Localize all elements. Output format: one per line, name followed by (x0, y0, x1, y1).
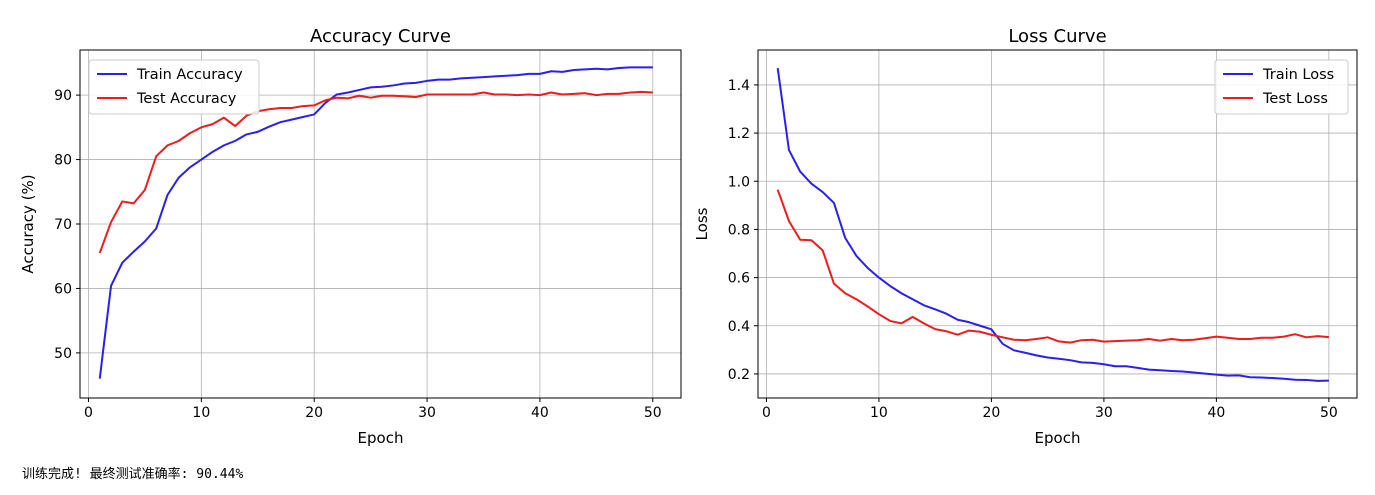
train-loss-line (776, 67, 1329, 382)
accuracy-legend-box (88, 59, 260, 115)
test-accuracy-legend-label: Test Accuracy (136, 91, 237, 107)
training-curves-figure: 0 10 20 30 40 50 50 60 70 80 90 Accuracy Curve Epoch… (19, 26, 1358, 447)
accuracy-legend: Train Accuracy Test Accuracy (88, 59, 260, 115)
loss-y-tick-label: 0.4 (728, 319, 750, 335)
train-accuracy-line (98, 66, 653, 379)
train-accuracy-legend-label: Train Accuracy (136, 67, 243, 83)
accuracy-x-tick-label: 50 (644, 405, 662, 421)
loss-legend: Train Loss Test Loss (1214, 59, 1349, 115)
loss-y-tick-label: 1.0 (728, 174, 750, 190)
accuracy-x-tick-label: 40 (531, 405, 549, 421)
loss-y-tick-label: 0.2 (728, 367, 750, 383)
accuracy-y-axis-label: Accuracy (%) (19, 174, 37, 273)
accuracy-y-tick-label: 90 (54, 88, 72, 104)
accuracy-y-tick-label: 50 (54, 346, 72, 362)
loss-y-tick-label: 1.4 (728, 78, 750, 94)
test-loss-line (776, 189, 1329, 344)
accuracy-x-tick-label: 10 (192, 405, 210, 421)
loss-x-tick-label: 50 (1320, 405, 1338, 421)
loss-x-axis-label: Epoch (1035, 429, 1081, 447)
accuracy-x-tick-label: 20 (305, 405, 323, 421)
loss-x-tick-label: 40 (1207, 405, 1225, 421)
test-accuracy-line (98, 90, 653, 254)
accuracy-y-tick-label: 70 (54, 217, 72, 233)
accuracy-x-tick-label: 0 (84, 405, 93, 421)
accuracy-y-tick-label: 60 (54, 281, 72, 297)
loss-x-tick-label: 20 (982, 405, 1000, 421)
accuracy-y-tick-label: 80 (54, 153, 72, 169)
loss-y-tick-label: 0.8 (728, 222, 750, 238)
loss-y-tick-label: 1.2 (728, 126, 750, 142)
loss-chart: 0 10 20 30 40 50 0.2 0.4 0.6 0.8 1.0 1.2 1.4 Loss Cur… (693, 26, 1358, 447)
loss-x-tick-label: 0 (762, 405, 771, 421)
accuracy-x-tick-label: 30 (418, 405, 436, 421)
loss-plot-frame (757, 49, 1358, 399)
loss-x-tick-label: 10 (870, 405, 888, 421)
loss-x-tick-label: 30 (1095, 405, 1113, 421)
train-loss-legend-label: Train Loss (1262, 67, 1334, 83)
accuracy-chart: 0 10 20 30 40 50 50 60 70 80 90 Accuracy Curve Epoch… (19, 26, 682, 447)
training-status-text: 训练完成! 最终测试准确率: 90.44% (22, 467, 244, 482)
loss-y-tick-label: 0.6 (728, 271, 750, 287)
loss-y-axis-label: Loss (693, 207, 711, 240)
accuracy-chart-title: Accuracy Curve (310, 26, 451, 47)
accuracy-x-axis-label: Epoch (358, 429, 404, 447)
test-loss-legend-label: Test Loss (1262, 91, 1328, 107)
loss-chart-title: Loss Curve (1008, 26, 1106, 47)
